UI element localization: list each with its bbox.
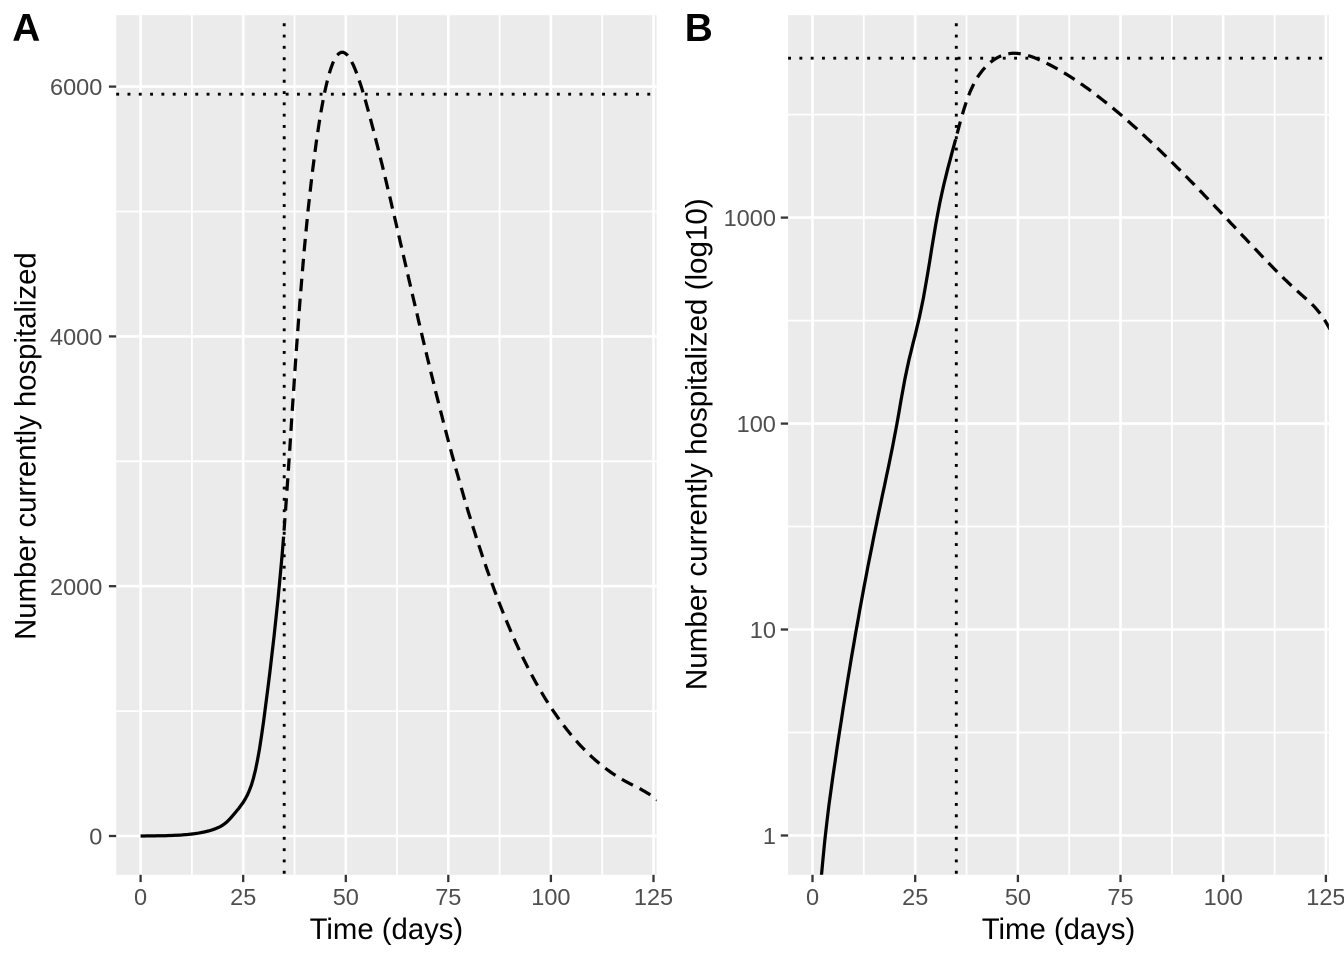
svg-text:50: 50 bbox=[333, 884, 359, 910]
svg-text:0: 0 bbox=[134, 884, 147, 910]
svg-text:1: 1 bbox=[763, 823, 776, 849]
svg-text:Number currently hospitalized: Number currently hospitalized (log10) bbox=[680, 198, 713, 690]
svg-text:6000: 6000 bbox=[50, 74, 102, 100]
svg-text:125: 125 bbox=[1306, 884, 1344, 910]
svg-text:Time (days): Time (days) bbox=[310, 913, 464, 946]
svg-text:B: B bbox=[685, 7, 713, 50]
svg-text:100: 100 bbox=[1204, 884, 1243, 910]
svg-text:A: A bbox=[12, 7, 40, 50]
svg-text:2000: 2000 bbox=[50, 574, 102, 600]
svg-text:0: 0 bbox=[806, 884, 819, 910]
svg-text:125: 125 bbox=[634, 884, 673, 910]
svg-text:100: 100 bbox=[531, 884, 570, 910]
svg-text:1000: 1000 bbox=[724, 205, 776, 231]
svg-text:4000: 4000 bbox=[50, 324, 102, 350]
svg-text:Time (days): Time (days) bbox=[982, 913, 1136, 946]
svg-text:75: 75 bbox=[435, 884, 461, 910]
svg-text:25: 25 bbox=[230, 884, 256, 910]
svg-text:0: 0 bbox=[89, 824, 102, 850]
svg-text:10: 10 bbox=[750, 617, 776, 643]
svg-text:100: 100 bbox=[737, 411, 776, 437]
svg-text:75: 75 bbox=[1107, 884, 1133, 910]
svg-text:Number currently hospitalized: Number currently hospitalized bbox=[9, 252, 42, 640]
svg-text:50: 50 bbox=[1005, 884, 1031, 910]
svg-text:25: 25 bbox=[902, 884, 928, 910]
